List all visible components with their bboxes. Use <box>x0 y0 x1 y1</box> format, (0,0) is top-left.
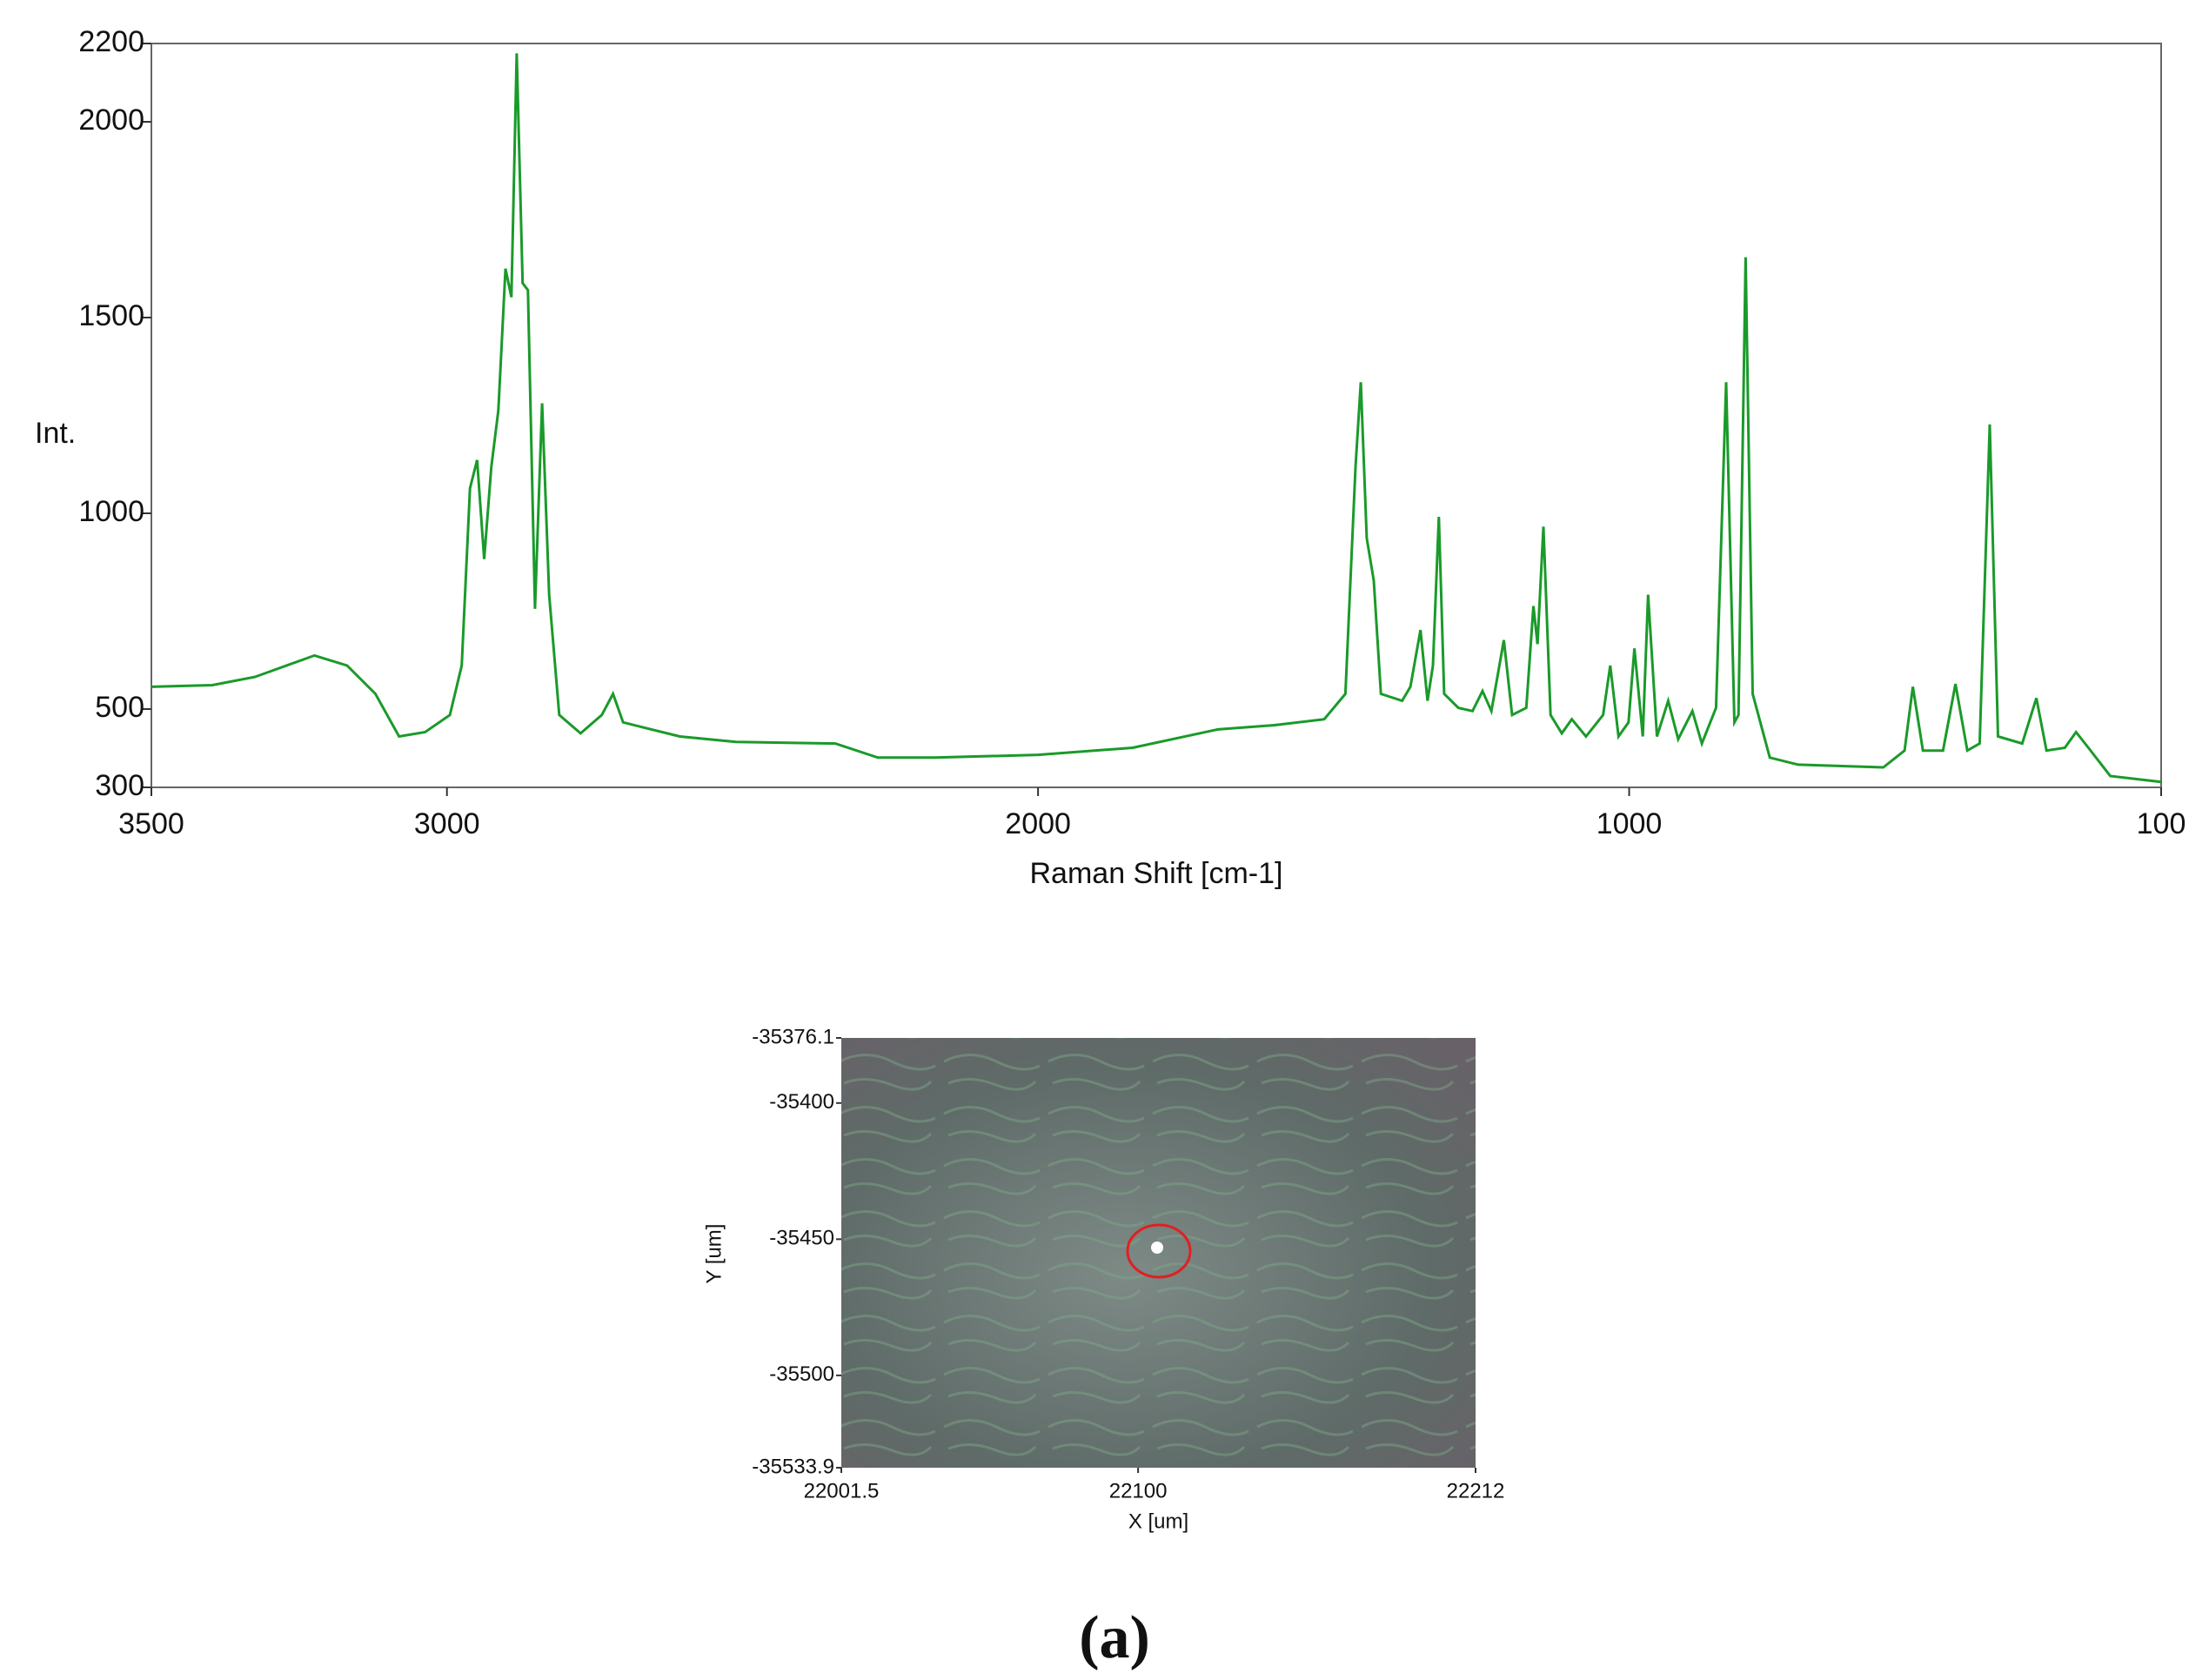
laser-spot <box>1151 1242 1163 1254</box>
y-tick-label: -35400 <box>769 1090 834 1114</box>
y-tick-label: 2200 <box>78 25 144 58</box>
x-tick-label: 22212 <box>1447 1479 1505 1503</box>
x-tick-label: 2000 <box>1005 807 1071 840</box>
x-tick-label: 100 <box>2137 807 2186 840</box>
y-tick-label: -35500 <box>769 1362 834 1386</box>
caption: (a) <box>1079 1604 1150 1671</box>
x-axis-label: Raman Shift [cm-1] <box>1030 857 1283 890</box>
spectrum-line <box>151 53 2162 784</box>
y-tick-label: 2000 <box>78 104 144 137</box>
y-tick-label: 300 <box>95 769 144 802</box>
x-tick-label: 3500 <box>118 807 184 840</box>
spot-marker <box>1126 1223 1192 1279</box>
x-tick-label: 3000 <box>414 807 480 840</box>
y-axis-label: Y [um] <box>702 1224 726 1284</box>
y-tick-label: 1000 <box>78 495 144 528</box>
x-tick-label: 22100 <box>1109 1479 1168 1503</box>
y-axis-label: Int. <box>35 417 76 450</box>
x-tick-label: 1000 <box>1597 807 1663 840</box>
y-tick-label: 1500 <box>78 299 144 332</box>
x-tick-label: 22001.5 <box>804 1479 880 1503</box>
y-tick-label: -35450 <box>769 1227 834 1250</box>
y-tick-label: -35376.1 <box>752 1025 834 1048</box>
x-axis-label: X [um] <box>1128 1509 1188 1533</box>
y-tick-label: -35533.9 <box>752 1455 834 1478</box>
y-tick-label: 500 <box>95 691 144 724</box>
plot-frame <box>151 43 2162 788</box>
